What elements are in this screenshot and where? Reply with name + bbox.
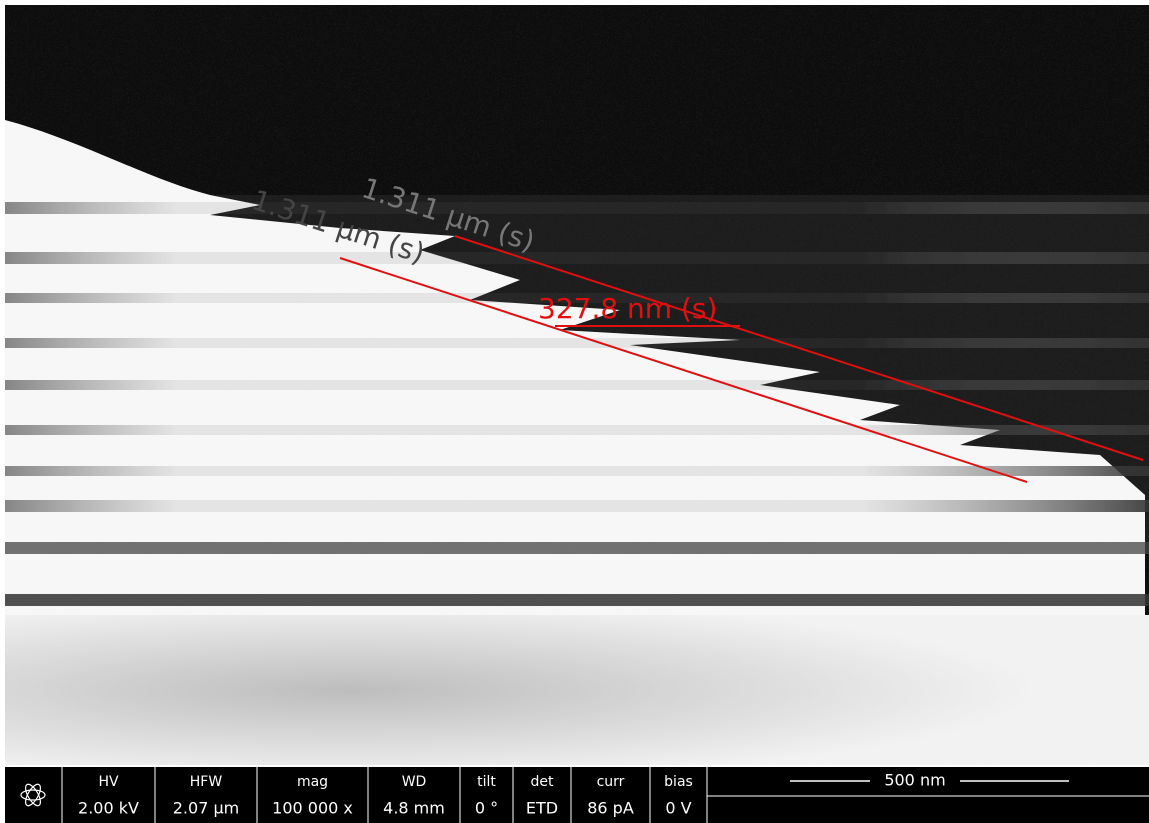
info-value: 4.8 mm	[383, 799, 445, 818]
info-value: 86 pA	[587, 799, 634, 818]
info-header: det	[531, 774, 555, 790]
info-value: 2.00 kV	[78, 799, 139, 818]
info-value: ETD	[526, 799, 558, 818]
scale-bar-label: 500 nm	[884, 771, 945, 790]
info-header: bias	[664, 774, 693, 790]
info-header: tilt	[477, 774, 496, 790]
sem-screenshot: 1.311 µm (s) 1.311 µm (s) 327.8 nm (s) 5…	[0, 0, 1149, 823]
info-value: 0 °	[475, 799, 498, 818]
info-value: 2.07 µm	[173, 799, 239, 818]
info-value: 0 V	[665, 799, 691, 818]
info-header: mag	[297, 774, 328, 790]
info-value: 100 000 x	[272, 799, 353, 818]
info-header: HV	[98, 774, 119, 790]
measure-label: 327.8 nm (s)	[538, 292, 717, 325]
info-header: curr	[597, 774, 625, 790]
sem-view: 1.311 µm (s) 1.311 µm (s) 327.8 nm (s) 5…	[0, 0, 1149, 823]
info-bar: 500 nm HV 2.00 kV HFW 2.07 µm mag 100 000 x WD…	[5, 767, 1149, 823]
info-header: WD	[402, 774, 427, 790]
info-header: HFW	[190, 774, 223, 790]
micrograph	[5, 5, 1149, 765]
